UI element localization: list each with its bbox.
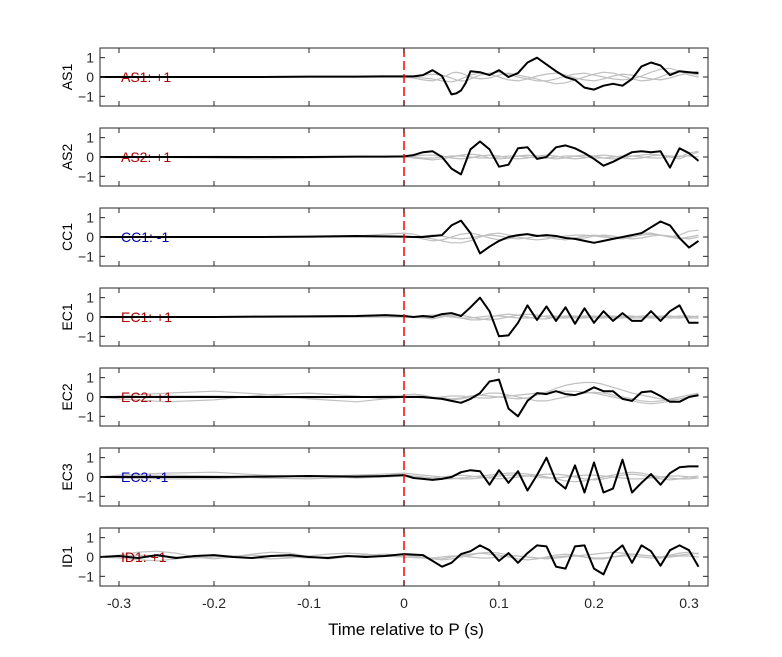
ytick-label: 0 xyxy=(86,469,94,485)
y-axis-label-as1: AS1 xyxy=(59,64,75,91)
main-trace-as2 xyxy=(100,140,700,176)
xtick-label: -0.3 xyxy=(107,595,131,611)
ytick-label: −1 xyxy=(78,248,94,264)
x-axis: -0.3 -0.2 -0.1 0 0.1 0.2 0.3 xyxy=(107,595,699,611)
ytick-label: −1 xyxy=(78,568,94,584)
ytick-label: −1 xyxy=(78,488,94,504)
background-trace-id1-3 xyxy=(99,554,699,559)
xtick-label: 0.1 xyxy=(489,595,509,611)
xtick-label: -0.2 xyxy=(202,595,226,611)
ytick-label: 1 xyxy=(86,370,94,386)
main-trace-ec2 xyxy=(100,378,699,418)
background-trace-ec3-2 xyxy=(99,471,699,483)
ytick-label: 1 xyxy=(86,50,94,66)
ytick-label: 1 xyxy=(86,450,94,466)
background-trace-ec1-3 xyxy=(100,315,699,319)
ytick-label: 1 xyxy=(86,210,94,226)
y-axis-label-ec2: EC2 xyxy=(59,383,75,410)
y-axis-label-as2: AS2 xyxy=(59,144,75,171)
main-trace-as1 xyxy=(100,56,699,96)
y-axis-label-cc1: CC1 xyxy=(59,223,75,251)
y-axis-label-id1: ID1 xyxy=(59,546,75,568)
main-trace-ec1 xyxy=(100,296,699,338)
ytick-label: 0 xyxy=(86,229,94,245)
background-trace-ec3-1 xyxy=(99,471,699,480)
ytick-label: −1 xyxy=(78,168,94,184)
ytick-label: 0 xyxy=(86,149,94,165)
ytick-label: 0 xyxy=(86,389,94,405)
ytick-label: −1 xyxy=(78,408,94,424)
xtick-label: 0 xyxy=(400,595,408,611)
xtick-label: -0.1 xyxy=(297,595,321,611)
ytick-label: 0 xyxy=(86,549,94,565)
ytick-label: 1 xyxy=(86,530,94,546)
xtick-label: 0.2 xyxy=(584,595,604,611)
main-trace-cc1 xyxy=(100,219,700,255)
main-trace-id1 xyxy=(99,544,700,576)
xtick-label: 0.3 xyxy=(679,595,699,611)
ytick-label: −1 xyxy=(78,88,94,104)
ytick-label: 0 xyxy=(86,69,94,85)
ytick-label: 0 xyxy=(86,309,94,325)
ytick-label: −1 xyxy=(78,328,94,344)
ytick-label: 1 xyxy=(86,290,94,306)
x-axis-label: Time relative to P (s) xyxy=(328,620,484,639)
y-axis-label-ec3: EC3 xyxy=(59,463,75,490)
main-trace-ec3 xyxy=(100,456,699,494)
ytick-label: 1 xyxy=(86,130,94,146)
y-axis-label-ec1: EC1 xyxy=(59,303,75,330)
